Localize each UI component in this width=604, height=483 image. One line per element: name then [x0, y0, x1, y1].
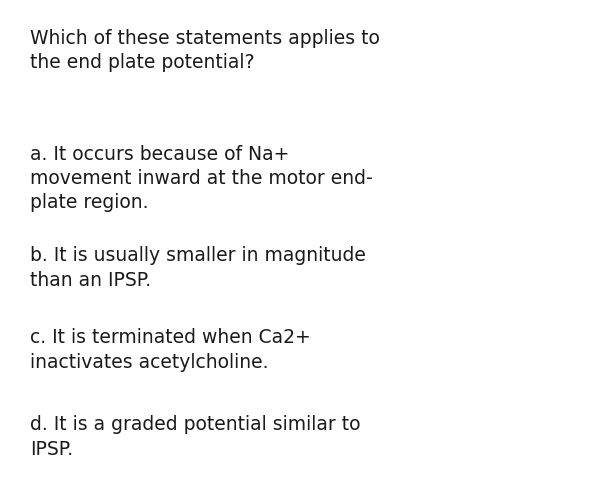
Text: d. It is a graded potential similar to
IPSP.: d. It is a graded potential similar to I…	[30, 415, 361, 459]
Text: Which of these statements applies to
the end plate potential?: Which of these statements applies to the…	[30, 29, 380, 72]
Text: c. It is terminated when Ca2+
inactivates acetylcholine.: c. It is terminated when Ca2+ inactivate…	[30, 328, 311, 372]
Text: b. It is usually smaller in magnitude
than an IPSP.: b. It is usually smaller in magnitude th…	[30, 246, 366, 290]
Text: a. It occurs because of Na+
movement inward at the motor end-
plate region.: a. It occurs because of Na+ movement inw…	[30, 145, 373, 213]
